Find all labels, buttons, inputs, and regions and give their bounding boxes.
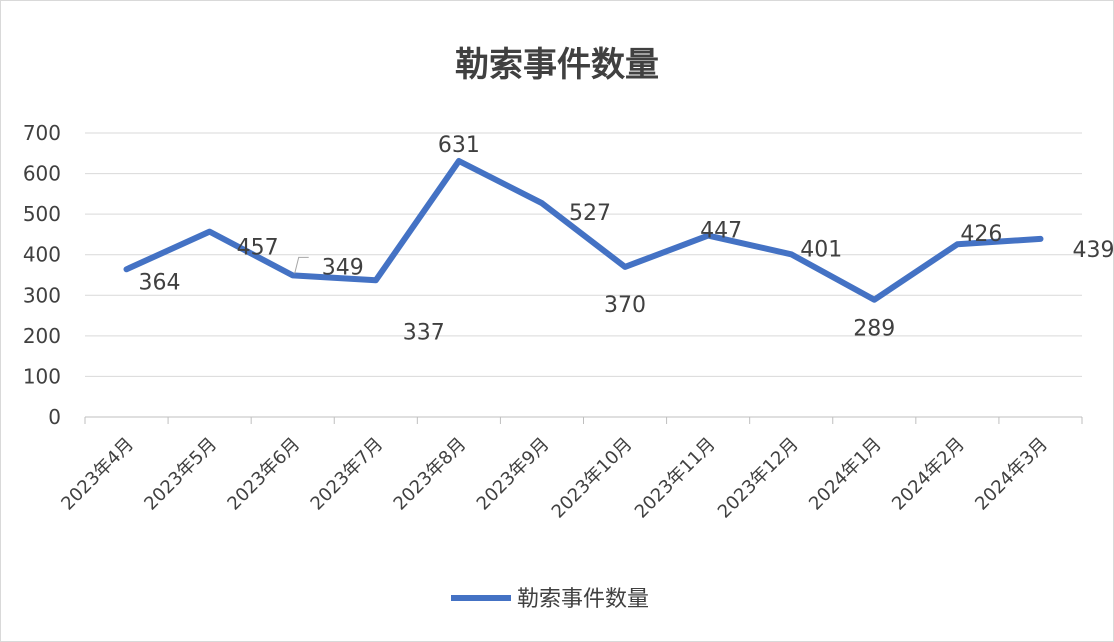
x-tick-label: 2023年4月 — [57, 434, 138, 515]
data-label: 364 — [139, 270, 181, 295]
data-label: 349 — [322, 255, 364, 280]
data-label: 337 — [403, 320, 445, 345]
data-label: 426 — [960, 222, 1002, 247]
legend: 勒索事件数量 — [451, 587, 649, 612]
data-label: 457 — [237, 236, 279, 261]
y-tick-label: 700 — [23, 121, 61, 145]
y-tick-label: 400 — [23, 243, 61, 267]
y-tick-label: 500 — [23, 202, 61, 226]
data-label: 527 — [569, 201, 611, 226]
y-tick-label: 0 — [48, 405, 61, 429]
x-tick-label: 2023年9月 — [473, 434, 554, 515]
data-label-leader-line — [294, 256, 309, 274]
data-label: 370 — [604, 293, 646, 318]
y-axis: 0 100 200 300 400 500 600 700 — [23, 121, 61, 429]
x-tick-label: 2024年2月 — [888, 434, 969, 515]
data-labels: 364 457 349 337 631 527 370 447 401 289 426 439 — [139, 133, 1113, 345]
x-tick-label: 2023年8月 — [390, 434, 471, 515]
y-tick-label: 300 — [23, 283, 61, 307]
x-tick-label: 2023年6月 — [223, 434, 304, 515]
x-tick-label: 2023年5月 — [140, 434, 221, 515]
data-label: 631 — [438, 133, 480, 158]
data-label: 289 — [853, 317, 895, 342]
x-tick-label: 2024年3月 — [971, 434, 1052, 515]
x-tick-label: 2024年1月 — [805, 434, 886, 515]
x-axis: 2023年4月 2023年5月 2023年6月 2023年7月 2023年8月 2023年… — [57, 416, 1083, 523]
gridlines — [85, 132, 1082, 377]
data-label: 447 — [700, 219, 742, 244]
x-tick-label: 2023年12月 — [714, 434, 803, 523]
y-tick-label: 100 — [23, 364, 61, 388]
data-label: 401 — [800, 237, 842, 262]
x-tick-label: 2023年10月 — [548, 434, 637, 523]
chart-title: 勒索事件数量 — [455, 45, 659, 85]
x-tick-label: 2023年11月 — [631, 434, 720, 523]
y-tick-label: 200 — [23, 324, 61, 348]
series-line — [123, 158, 1044, 303]
y-tick-label: 600 — [23, 162, 61, 186]
legend-label: 勒索事件数量 — [517, 587, 649, 612]
data-label: 439 — [1072, 238, 1113, 263]
series-group — [123, 158, 1044, 303]
x-tick-label: 2023年7月 — [307, 434, 388, 515]
